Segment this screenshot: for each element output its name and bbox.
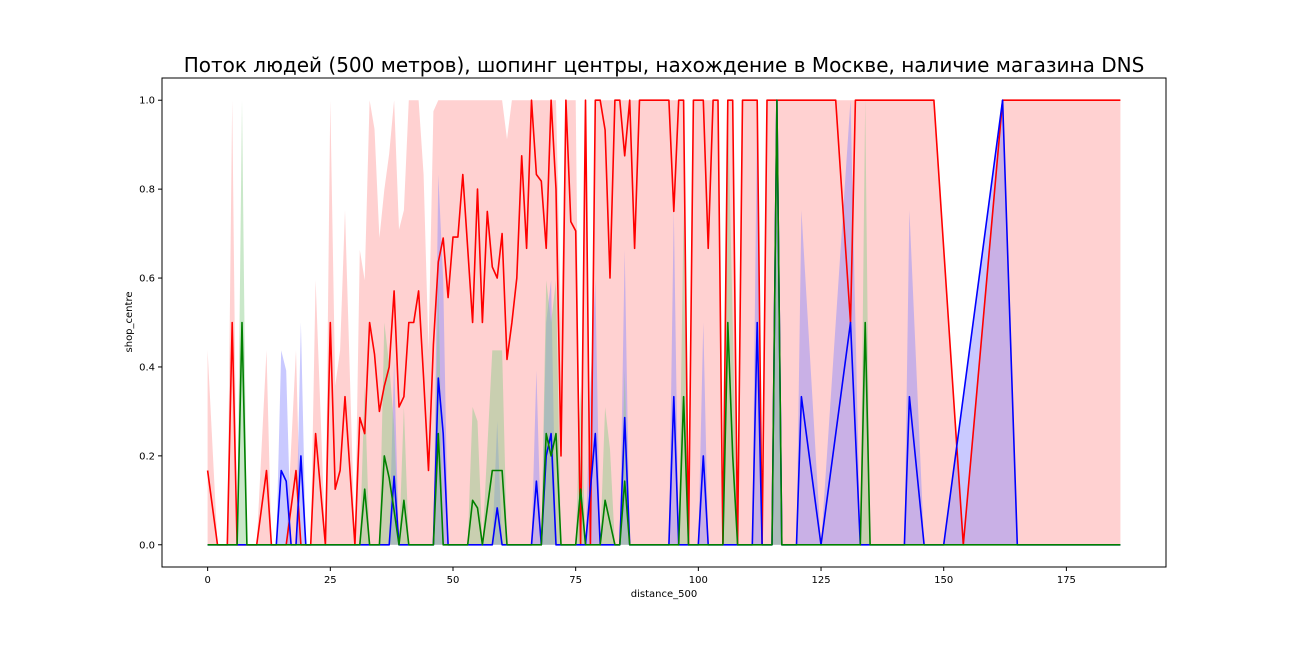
y-axis-label: shop_centre	[124, 292, 135, 353]
y-axis: 0.0 0.2 0.4 0.6 0.8 1.0	[139, 96, 162, 551]
y-tick-label: 0.8	[139, 185, 155, 196]
x-tick-label: 0	[204, 575, 210, 586]
x-tick-label: 125	[811, 575, 830, 586]
x-axis: 0 25 50 75 100 125 150 175	[204, 567, 1076, 586]
x-tick-label: 75	[569, 575, 582, 586]
chart-title: Поток людей (500 метров), шопинг центры,…	[184, 53, 1145, 77]
series-1-confidence-band	[207, 100, 1121, 545]
y-tick-label: 0.6	[139, 274, 155, 285]
x-tick-label: 175	[1057, 575, 1076, 586]
plot-area	[206, 99, 1121, 546]
axes-frame	[161, 77, 1167, 568]
series-0-line	[206, 99, 1121, 546]
series-0-confidence-band	[207, 100, 1121, 545]
x-axis-label: distance_500	[631, 589, 697, 600]
y-tick-label: 0.4	[139, 362, 155, 373]
x-tick-label: 100	[689, 575, 708, 586]
y-tick-label: 0.2	[139, 451, 155, 462]
x-tick-label: 25	[324, 575, 337, 586]
series-2-line	[207, 99, 1121, 546]
series-2-confidence-band	[207, 100, 1121, 545]
y-tick-label: 0.0	[139, 540, 155, 551]
y-tick-label: 1.0	[139, 96, 155, 107]
x-tick-label: 50	[447, 575, 460, 586]
x-tick-label: 150	[934, 575, 953, 586]
